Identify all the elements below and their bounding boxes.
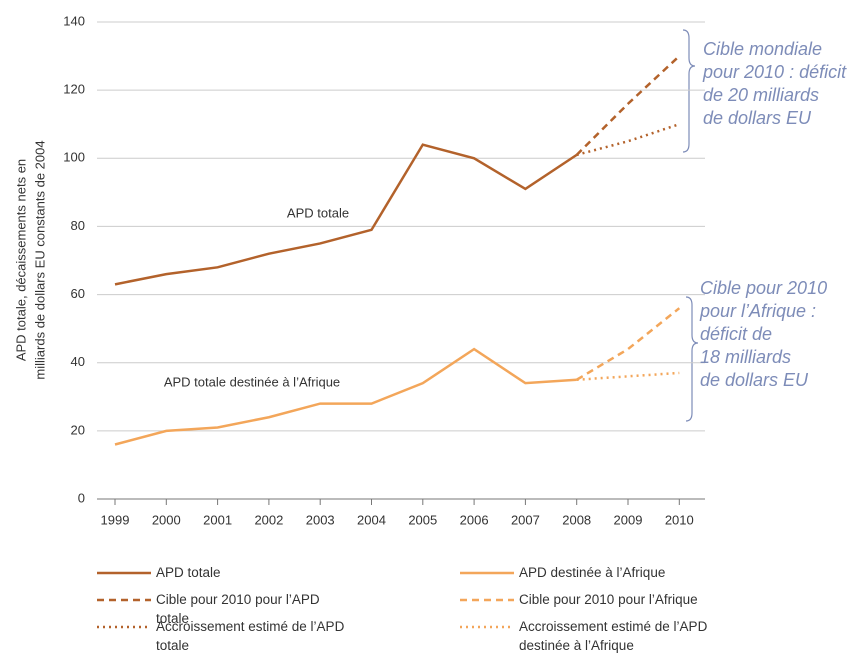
x-tick-label: 1999: [101, 512, 130, 527]
annotation-line: de dollars EU: [700, 370, 809, 390]
annotation-line: déficit de: [700, 324, 772, 344]
annotation-line: Cible pour 2010: [700, 278, 827, 298]
y-tick-label: 0: [78, 490, 85, 505]
y-tick-label: 40: [71, 354, 85, 369]
legend-label: Cible pour 2010 pour l’APD totale: [156, 592, 320, 626]
annotation-line: Cible mondiale: [703, 39, 822, 59]
y-axis-label: APD totale, décaissements nets en: [13, 159, 28, 361]
y-tick-label: 60: [71, 286, 85, 301]
brace: [685, 296, 699, 422]
legend-label: APD destinée à l’Afrique: [519, 565, 666, 580]
annotation: APD totale destinée à l’Afrique: [164, 374, 340, 389]
series-line: [576, 371, 680, 381]
y-tick-label: 120: [63, 82, 85, 97]
series-line: [576, 307, 681, 381]
x-tick-label: 2008: [562, 512, 591, 527]
series-line: [114, 347, 577, 446]
legend-label: Accroissement estimé de l’APD destinée à…: [519, 619, 708, 653]
annotation-line: pour l’Afrique :: [699, 301, 816, 321]
x-tick-label: 2009: [614, 512, 643, 527]
annotation-line: de 20 milliards: [703, 85, 819, 105]
annotation: APD totale: [287, 205, 349, 220]
y-tick-label: 140: [63, 13, 85, 28]
y-axis-label: milliards de dollars EU constants de 200…: [32, 140, 47, 379]
x-tick-label: 2001: [203, 512, 232, 527]
series-line: [576, 123, 680, 157]
x-tick-label: 2007: [511, 512, 540, 527]
y-tick-label: 80: [71, 218, 85, 233]
x-tick-label: 2002: [254, 512, 283, 527]
legend-label: Cible pour 2010 pour l’Afrique: [519, 592, 698, 607]
x-tick-label: 2006: [460, 512, 489, 527]
annotation-line: pour 2010 : déficit: [702, 62, 847, 82]
legend-label: Accroissement estimé de l’APD totale: [156, 619, 345, 653]
brace: [682, 29, 696, 153]
y-tick-label: 100: [63, 150, 85, 165]
x-tick-label: 2004: [357, 512, 386, 527]
x-tick-label: 2010: [665, 512, 694, 527]
legend-label: APD totale: [156, 565, 221, 580]
series-line: [114, 143, 578, 286]
y-tick-label: 20: [71, 422, 85, 437]
annotation-line: de dollars EU: [703, 108, 812, 128]
annotation-line: 18 milliards: [700, 347, 791, 367]
x-tick-label: 2003: [306, 512, 335, 527]
x-tick-label: 2000: [152, 512, 181, 527]
series-line: [575, 55, 681, 156]
x-tick-label: 2005: [408, 512, 437, 527]
